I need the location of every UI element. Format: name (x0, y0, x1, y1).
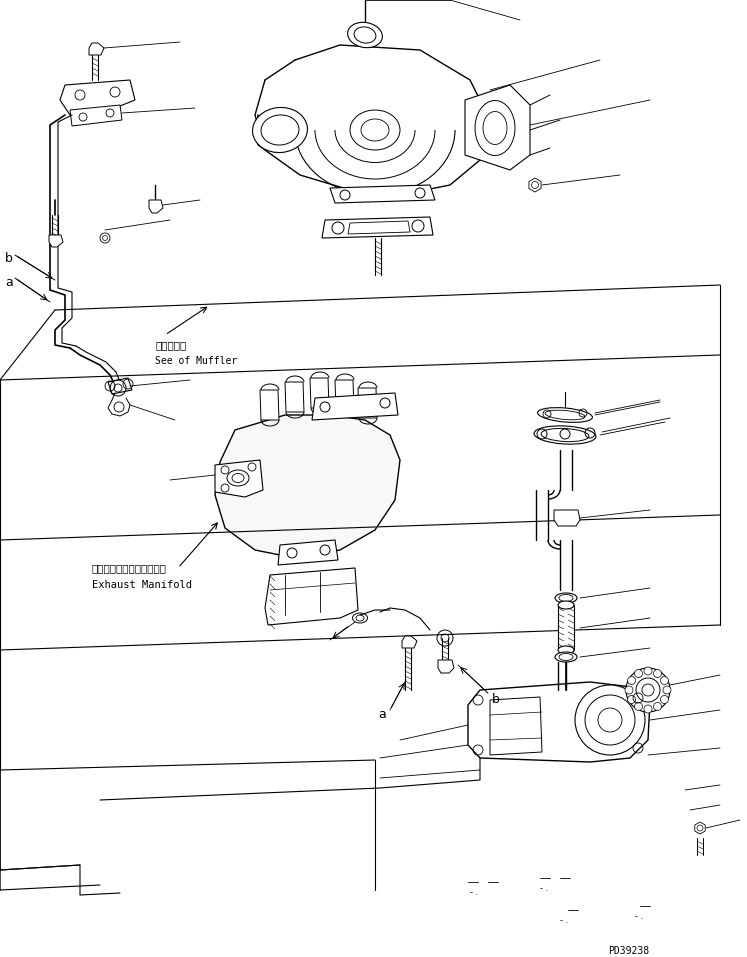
Polygon shape (695, 822, 705, 834)
Polygon shape (438, 660, 454, 673)
Circle shape (660, 696, 669, 703)
Circle shape (644, 705, 652, 713)
Text: a: a (5, 276, 13, 289)
Ellipse shape (558, 646, 574, 654)
Polygon shape (558, 605, 574, 650)
Polygon shape (335, 380, 354, 410)
Polygon shape (402, 636, 417, 648)
Ellipse shape (347, 22, 382, 48)
Circle shape (663, 686, 671, 694)
Ellipse shape (534, 426, 596, 444)
Polygon shape (554, 510, 580, 526)
Polygon shape (465, 85, 530, 170)
Circle shape (625, 686, 633, 694)
Polygon shape (265, 568, 358, 625)
Text: See of Muffler: See of Muffler (155, 356, 238, 366)
Polygon shape (60, 80, 135, 115)
Polygon shape (108, 378, 132, 394)
Circle shape (626, 668, 670, 712)
Polygon shape (49, 235, 63, 247)
Text: PD39238: PD39238 (608, 946, 649, 956)
Text: エキゾーストマニホールド: エキゾーストマニホールド (92, 563, 167, 573)
Polygon shape (149, 200, 163, 213)
Circle shape (644, 667, 652, 675)
Text: - .: - . (470, 888, 478, 897)
Ellipse shape (555, 593, 577, 603)
Polygon shape (358, 388, 377, 418)
Text: a: a (378, 708, 385, 721)
Polygon shape (215, 415, 400, 558)
Text: b: b (5, 252, 13, 265)
Text: b: b (492, 693, 500, 706)
Circle shape (627, 677, 636, 684)
Circle shape (634, 670, 642, 678)
Polygon shape (322, 217, 433, 238)
Polygon shape (312, 393, 398, 420)
Circle shape (634, 702, 642, 710)
Ellipse shape (538, 408, 592, 422)
Ellipse shape (555, 652, 577, 662)
Polygon shape (468, 682, 650, 762)
Polygon shape (215, 460, 263, 497)
Polygon shape (330, 185, 435, 203)
Polygon shape (260, 390, 279, 420)
Polygon shape (490, 697, 542, 755)
Polygon shape (278, 540, 338, 565)
Circle shape (654, 670, 662, 678)
Polygon shape (310, 378, 329, 408)
Ellipse shape (558, 601, 574, 609)
Polygon shape (285, 382, 304, 412)
Text: - .: - . (560, 916, 568, 925)
Text: Exhaust Manifold: Exhaust Manifold (92, 580, 192, 590)
Circle shape (654, 702, 662, 710)
Circle shape (627, 696, 636, 703)
Polygon shape (70, 105, 122, 126)
Ellipse shape (252, 107, 308, 152)
Text: マフラ参照: マフラ参照 (155, 340, 186, 350)
Text: - .: - . (540, 884, 548, 893)
Polygon shape (348, 221, 410, 234)
Circle shape (660, 677, 669, 684)
Circle shape (575, 685, 645, 755)
Polygon shape (89, 43, 104, 55)
Text: - .: - . (635, 912, 643, 921)
Polygon shape (529, 178, 541, 192)
